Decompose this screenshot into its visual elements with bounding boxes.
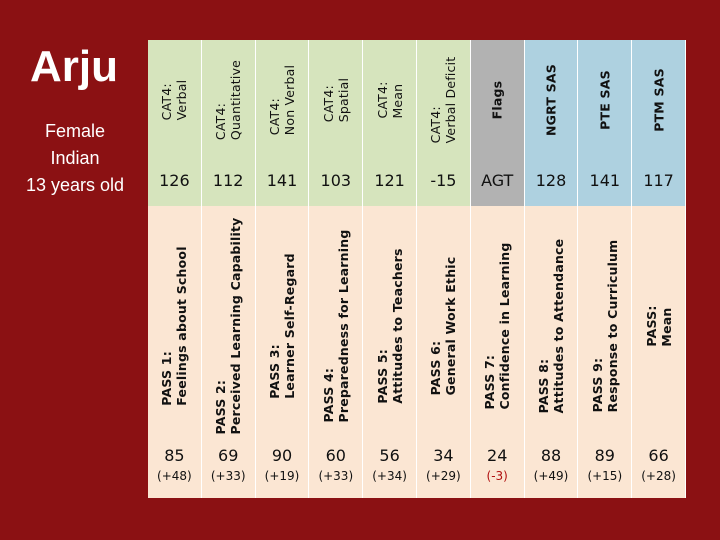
top-label: CAT4: Spatial bbox=[320, 77, 351, 123]
pass-change: (-3) bbox=[486, 469, 508, 483]
top-label: PTM SAS bbox=[651, 68, 667, 132]
pass-label: PASS 3: Learner Self-Regard bbox=[266, 253, 297, 399]
student-name: Arju bbox=[30, 42, 118, 91]
pass-column-pass-6-general-work-ethic: PASS 6: General Work Ethic 34 (+29) bbox=[417, 206, 471, 498]
top-header-cat4-verbal-deficit: CAT4: Verbal Deficit -15 bbox=[417, 40, 471, 206]
pass-change: (+15) bbox=[587, 469, 623, 483]
pass-change: (+49) bbox=[533, 469, 569, 483]
top-value: 112 bbox=[212, 171, 244, 190]
top-header-ptm-sas: PTM SAS 117 bbox=[632, 40, 686, 206]
pass-column-pass-1-feelings-about-school: PASS 1: Feelings about School 85 (+48) bbox=[148, 206, 202, 498]
pass-label: PASS 6: General Work Ethic bbox=[428, 256, 459, 396]
pass-column-pass-8-attitudes-to-attendance: PASS 8: Attitudes to Attendance 88 (+49) bbox=[524, 206, 579, 498]
pass-change: (+48) bbox=[157, 469, 192, 483]
pass-column-pass-3-learner-self-regard: PASS 3: Learner Self-Regard 90 (+19) bbox=[255, 206, 310, 498]
top-label: CAT4: Quantitative bbox=[213, 59, 244, 141]
pass-change: (+33) bbox=[318, 469, 354, 483]
pass-label: PASS 9: Response to Curriculum bbox=[589, 239, 620, 413]
top-value: 126 bbox=[159, 171, 190, 190]
pass-score: 34 bbox=[433, 446, 454, 465]
pass-column-pass-4-preparedness-for-learning: PASS 4: Preparedness for Learning 60 (+33) bbox=[309, 206, 364, 498]
pass-label: PASS 4: Preparedness for Learning bbox=[320, 229, 351, 423]
top-value: 128 bbox=[535, 171, 567, 190]
top-value: 141 bbox=[266, 171, 298, 190]
pass-label: PASS 5: Attitudes to Teachers bbox=[374, 248, 405, 404]
pass-label: PASS 7: Confidence in Learning bbox=[482, 242, 513, 410]
top-value: AGT bbox=[481, 171, 514, 190]
pass-score: 88 bbox=[540, 446, 562, 465]
pass-change: (+33) bbox=[210, 469, 246, 483]
top-label: CAT4: Non Verbal bbox=[266, 64, 297, 136]
pass-score: 85 bbox=[164, 446, 185, 465]
pass-column-pass-9-response-to-curriculum: PASS 9: Response to Curriculum 89 (+15) bbox=[578, 206, 633, 498]
pass-column-pass-2-perceived-learning-capability: PASS 2: Perceived Learning Capability 69 (… bbox=[201, 206, 256, 498]
top-label: CAT4: Verbal Deficit bbox=[428, 56, 459, 144]
pass-label: PASS: Mean bbox=[643, 305, 674, 347]
pass-score: 56 bbox=[379, 446, 400, 465]
top-header-cat4-quantitative: CAT4: Quantitative 112 bbox=[201, 40, 256, 206]
top-value: 141 bbox=[589, 171, 621, 190]
top-header-cat4-verbal: CAT4: Verbal 126 bbox=[148, 40, 202, 206]
pass-label: PASS 2: Perceived Learning Capability bbox=[213, 217, 244, 435]
top-label: CAT4: Mean bbox=[374, 81, 405, 119]
pass-score: 66 bbox=[648, 446, 669, 465]
pass-score: 89 bbox=[594, 446, 615, 465]
top-label: NGRT SAS bbox=[543, 64, 559, 136]
pass-score: 90 bbox=[271, 446, 293, 465]
top-label: CAT4: Verbal bbox=[159, 79, 190, 121]
top-value: 117 bbox=[643, 171, 674, 190]
pass-change: (+29) bbox=[426, 469, 461, 483]
top-value: -15 bbox=[430, 171, 457, 190]
pass-label: PASS 1: Feelings about School bbox=[159, 246, 190, 406]
pass-label: PASS 8: Attitudes to Attendance bbox=[535, 238, 566, 414]
pass-change: (+34) bbox=[372, 469, 407, 483]
top-header-pte-sas: PTE SAS 141 bbox=[578, 40, 633, 206]
pass-score: 24 bbox=[487, 446, 508, 465]
top-header-cat4-spatial: CAT4: Spatial 103 bbox=[309, 40, 364, 206]
top-value: 103 bbox=[320, 171, 352, 190]
pass-change: (+19) bbox=[264, 469, 300, 483]
pass-column-pass-mean: PASS: Mean 66 (+28) bbox=[632, 206, 686, 498]
top-header-ngrt-sas: NGRT SAS 128 bbox=[524, 40, 579, 206]
top-header-cat4-non-verbal: CAT4: Non Verbal 141 bbox=[255, 40, 310, 206]
pass-score: 60 bbox=[325, 446, 346, 465]
top-header-flags: Flags AGT bbox=[470, 40, 525, 206]
pass-score: 69 bbox=[218, 446, 239, 465]
results-table: CAT4: Verbal 126 CAT4: Quantitative 112 CAT4… bbox=[148, 40, 686, 498]
top-label: Flags bbox=[489, 80, 505, 120]
pass-change: (+28) bbox=[641, 469, 676, 483]
pass-column-pass-7-confidence-in-learning: PASS 7: Confidence in Learning 24 (-3) bbox=[470, 206, 525, 498]
pass-column-pass-5-attitudes-to-teachers: PASS 5: Attitudes to Teachers 56 (+34) bbox=[363, 206, 417, 498]
top-label: PTE SAS bbox=[597, 70, 613, 130]
top-header-cat4-mean: CAT4: Mean 121 bbox=[363, 40, 417, 206]
student-details: Female Indian 13 years old bbox=[25, 121, 125, 195]
top-value: 121 bbox=[374, 171, 405, 190]
